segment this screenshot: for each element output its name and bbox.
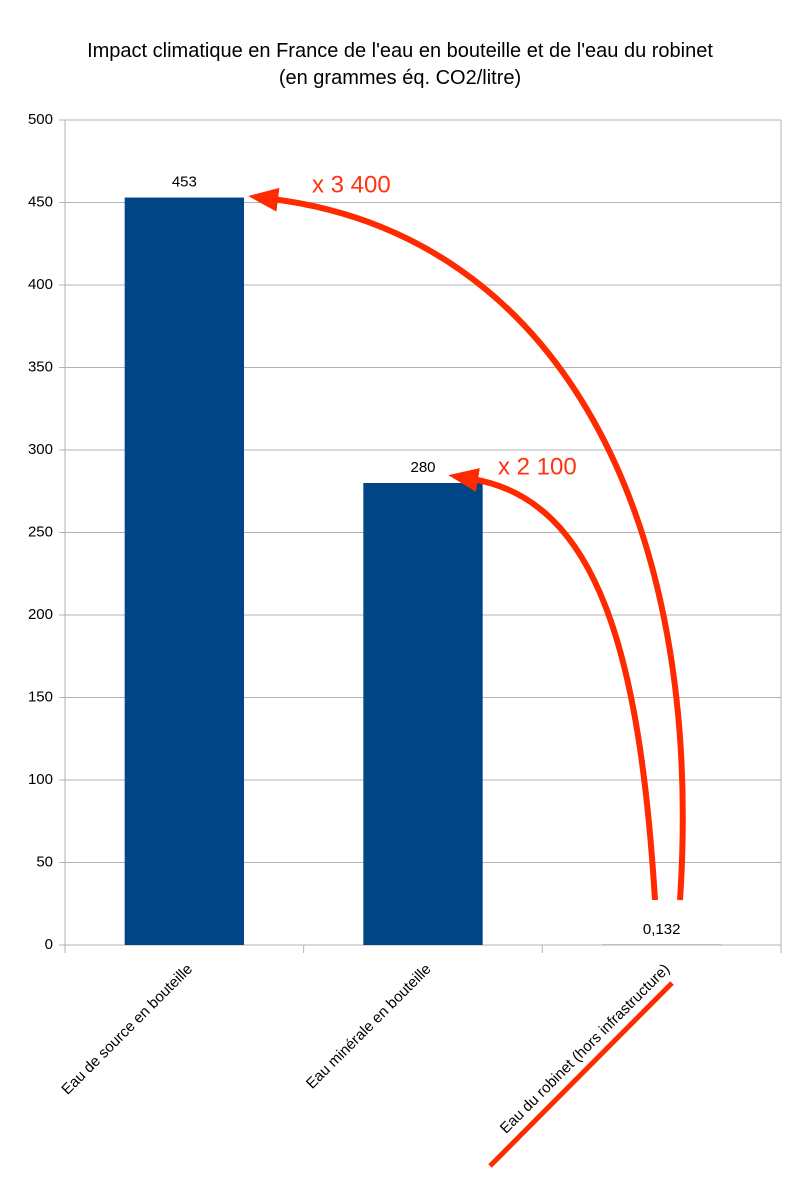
y-tick-label: 50 bbox=[36, 853, 53, 870]
bar bbox=[363, 483, 483, 945]
y-tick-label: 450 bbox=[28, 193, 53, 210]
chart-title: Impact climatique en France de l'eau en … bbox=[87, 40, 713, 89]
arrow bbox=[448, 468, 658, 901]
bar bbox=[124, 197, 244, 946]
y-tick-label: 200 bbox=[28, 606, 53, 623]
underline bbox=[488, 981, 674, 1168]
y-tick-label: 150 bbox=[28, 688, 53, 705]
value-label: 453 bbox=[172, 174, 197, 191]
y-tick-label: 100 bbox=[28, 771, 53, 788]
value-label: 280 bbox=[410, 459, 435, 476]
y-tick-label: 350 bbox=[28, 358, 53, 375]
annotation: x 2 100 bbox=[498, 453, 577, 480]
annotation: x 3 400 bbox=[312, 171, 391, 198]
value-label: 0,132 bbox=[643, 921, 681, 938]
y-tick-label: 500 bbox=[28, 111, 53, 128]
arrow bbox=[248, 187, 686, 901]
y-tick-label: 400 bbox=[28, 276, 53, 293]
y-tick-label: 250 bbox=[28, 523, 53, 540]
x-tick-label: Eau minérale en bouteille bbox=[303, 961, 435, 1093]
y-tick-label: 300 bbox=[28, 441, 53, 458]
y-tick-label: 0 bbox=[45, 936, 53, 953]
x-tick-label: Eau de source en bouteille bbox=[58, 961, 196, 1099]
x-tick-label: Eau du robinet (hors infrastructure) bbox=[497, 961, 674, 1138]
